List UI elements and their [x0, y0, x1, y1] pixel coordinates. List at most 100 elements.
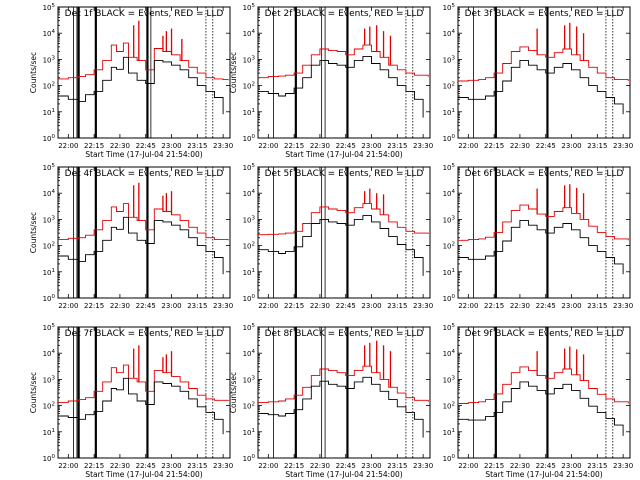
panel-4-y-tick-label: 104 [43, 189, 56, 198]
panel-2-series-events [258, 55, 424, 118]
panel-1-x-tick-label: 22:15 [84, 142, 104, 150]
panel-4-y-tick-label: 101 [43, 268, 55, 277]
panel-6-y-tick-label: 103 [443, 215, 456, 224]
panel-4-x-tick-label: 22:15 [84, 302, 104, 310]
panel-1-x-tick-label: 23:30 [213, 142, 233, 150]
panel-8-x-tick-label: 22:45 [336, 462, 356, 470]
panel-6-y-tick-label: 104 [443, 189, 456, 198]
panel-3-x-tick-label: 23:00 [561, 142, 581, 150]
panel-6-y-tick-label: 101 [443, 268, 455, 277]
panel-8-x-tick-label: 23:00 [361, 462, 381, 470]
panel-4-y-tick-label: 100 [43, 294, 56, 303]
panel-7: Det 7f BLACK = Events, RED = LLD 100 101 10… [29, 323, 233, 479]
panel-4-x-tick-label: 23:30 [213, 302, 233, 310]
panel-4-x-tick-label: 23:15 [187, 302, 207, 310]
panel-9-y-tick-label: 102 [443, 402, 455, 411]
panel-5-y-tick-label: 104 [243, 189, 256, 198]
panel-3-x-tick-label: 22:15 [484, 142, 504, 150]
panel-8: Det 8f BLACK = Events, RED = LLD 100 101 10… [229, 323, 433, 479]
panel-1: Det 1f BLACK = Events, RED = LLD 100 101 10… [29, 3, 233, 159]
panel-3-y-tick-label: 104 [443, 29, 456, 38]
panel-2-x-tick-label: 22:15 [284, 142, 304, 150]
panel-7-y-tick-label: 101 [43, 428, 55, 437]
panel-7-x-tick-label: 23:00 [161, 462, 181, 470]
panel-7-y-tick-label: 103 [43, 375, 56, 384]
panel-3-x-tick-label: 22:30 [510, 142, 530, 150]
panel-1-x-tick-label: 22:00 [58, 142, 78, 150]
panel-6: Det 6f BLACK = Events, RED = LLD 100 101 10… [443, 163, 634, 310]
panel-4-x-tick-label: 22:00 [58, 302, 78, 310]
panel-7-x-tick-label: 23:30 [213, 462, 233, 470]
panel-9-y-tick-label: 101 [443, 428, 455, 437]
panel-1-y-axis-label: Counts/sec [29, 52, 38, 93]
panel-3-y-tick-label: 101 [443, 108, 455, 117]
panel-6-series-lld [458, 204, 629, 241]
panel-1-series-lld [58, 42, 229, 81]
panel-9-x-axis-label: Start Time (17-Jul-04 21:54:00) [485, 470, 602, 479]
panel-5-y-tick-label: 100 [243, 294, 256, 303]
panel-7-data-layer [58, 327, 229, 458]
panel-5-x-tick-label: 23:15 [387, 302, 407, 310]
panel-7-x-axis-label: Start Time (17-Jul-04 21:54:00) [85, 470, 202, 479]
panel-7-y-tick-label: 100 [43, 454, 56, 463]
panel-8-y-tick-label: 101 [243, 428, 255, 437]
panel-3-y-tick-label: 100 [443, 134, 456, 143]
panel-1-plot-frame [57, 6, 231, 139]
panel-3-y-tick-label: 103 [443, 55, 456, 64]
panel-6-y-tick-label: 105 [443, 163, 456, 172]
panel-7-plot-frame [57, 326, 231, 459]
panel-6-plot-frame [457, 166, 631, 299]
panel-8-y-tick-label: 103 [243, 375, 256, 384]
panel-9-y-tick-label: 100 [443, 454, 456, 463]
panel-4-series-events [58, 216, 224, 275]
panel-6-x-tick-label: 22:00 [458, 302, 478, 310]
panel-3-y-tick-label: 102 [443, 82, 455, 91]
panel-9-y-tick-label: 103 [443, 375, 456, 384]
panel-6-y-tick-label: 100 [443, 294, 456, 303]
panel-1-title: Det 1f BLACK = Events, RED = LLD [65, 9, 224, 19]
panel-9-x-tick-label: 23:00 [561, 462, 581, 470]
panel-2-y-tick-label: 103 [243, 55, 256, 64]
panel-7-x-tick-label: 22:15 [84, 462, 104, 470]
panel-3-x-tick-label: 22:45 [536, 142, 556, 150]
panel-1-y-tick-label: 103 [43, 55, 56, 64]
panel-8-x-tick-label: 23:15 [387, 462, 407, 470]
panel-9-series-events [458, 381, 624, 436]
panel-7-y-tick-label: 105 [43, 323, 56, 332]
panel-4-title: Det 4f BLACK = Events, RED = LLD [65, 169, 224, 179]
panel-6-title: Det 6f BLACK = Events, RED = LLD [465, 169, 624, 179]
panel-5-x-tick-label: 22:15 [284, 302, 304, 310]
panel-4-y-tick-label: 103 [43, 215, 56, 224]
panel-8-x-tick-label: 22:30 [310, 462, 330, 470]
panel-8-y-tick-label: 102 [243, 402, 255, 411]
panel-8-x-tick-label: 23:30 [413, 462, 433, 470]
panel-4-y-tick-label: 105 [43, 163, 56, 172]
panel-4-series-lld [58, 203, 229, 241]
panel-5-x-tick-label: 22:30 [310, 302, 330, 310]
panel-9-data-layer [458, 327, 629, 458]
panel-9-plot-frame [457, 326, 631, 459]
panel-3-x-tick-label: 22:00 [458, 142, 478, 150]
panel-9-x-tick-label: 23:15 [587, 462, 607, 470]
panel-8-y-axis-label: Counts/sec [229, 372, 238, 413]
panel-9-y-tick-label: 104 [443, 349, 456, 358]
panel-1-x-tick-label: 23:15 [187, 142, 207, 150]
panel-8-data-layer [258, 327, 429, 458]
panel-2-y-tick-label: 100 [243, 134, 256, 143]
panel-5-y-tick-label: 103 [243, 215, 256, 224]
panel-8-x-tick-label: 22:15 [284, 462, 304, 470]
panel-9-x-tick-label: 22:00 [458, 462, 478, 470]
panel-1-y-tick-label: 104 [43, 29, 56, 38]
panel-3-data-layer [458, 7, 629, 138]
panel-8-y-tick-label: 105 [243, 323, 256, 332]
panel-2: Det 2f BLACK = Events, RED = LLD 100 101 10… [229, 3, 433, 159]
panel-7-x-tick-label: 22:45 [136, 462, 156, 470]
panel-2-y-tick-label: 104 [243, 29, 256, 38]
panel-3-plot-frame [457, 6, 631, 139]
panel-4-data-layer [58, 167, 229, 298]
panel-6-y-tick-label: 102 [443, 242, 455, 251]
panel-1-y-tick-label: 102 [43, 82, 55, 91]
panel-2-x-tick-label: 22:00 [258, 142, 278, 150]
panel-7-series-events [58, 377, 224, 435]
